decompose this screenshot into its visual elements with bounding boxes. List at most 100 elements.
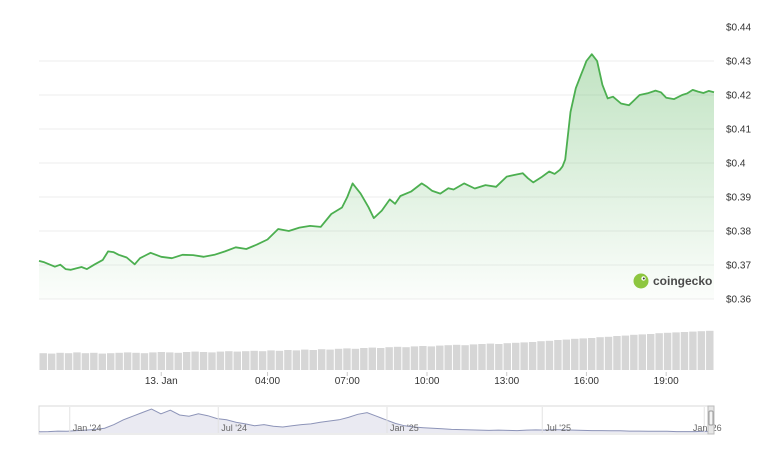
volume-bar <box>402 347 410 370</box>
volume-bar <box>39 353 47 370</box>
price-point <box>687 93 688 94</box>
price-point <box>395 203 396 204</box>
volume-bar <box>56 352 64 370</box>
price-point <box>246 248 247 249</box>
price-point <box>628 105 629 106</box>
volume-bar <box>478 344 486 370</box>
volume-bar <box>191 351 199 370</box>
price-point <box>533 182 534 183</box>
price-point <box>94 264 95 265</box>
navigator-label: Jan '26 <box>693 423 722 433</box>
y-tick-label: $0.37 <box>726 261 751 272</box>
price-point <box>145 255 146 256</box>
price-point <box>562 166 563 167</box>
price-point <box>581 74 582 75</box>
navigator-area <box>39 409 714 433</box>
volume-bar <box>81 353 90 370</box>
x-axis: 13. Jan 04:00 07:00 10:00 13:00 16:00 19:00 <box>145 372 679 387</box>
price-point <box>288 230 289 231</box>
volume-bar <box>166 352 174 370</box>
price-line[interactable] <box>38 53 715 271</box>
volume-bar <box>528 342 537 370</box>
price-point <box>113 252 114 253</box>
price-point <box>341 207 342 208</box>
price-point <box>474 188 475 189</box>
volume-bar <box>621 335 630 370</box>
price-point <box>591 54 592 55</box>
price-point <box>602 84 603 85</box>
price-point <box>583 67 584 68</box>
volume-bar <box>98 353 106 370</box>
watermark-text: coingecko <box>653 274 712 288</box>
volume-bar <box>562 339 571 370</box>
volume-bar <box>157 352 166 370</box>
volume-bar <box>663 332 672 370</box>
x-tick-label: 13. Jan <box>145 376 178 387</box>
price-point <box>682 94 683 95</box>
price-point <box>102 259 103 260</box>
price-point <box>256 244 257 245</box>
price-point <box>86 269 87 270</box>
price-point <box>235 247 236 248</box>
price-point <box>150 252 151 253</box>
volume-bar <box>680 332 689 370</box>
y-tick-label: $0.39 <box>726 193 751 204</box>
volume-bar <box>115 352 123 370</box>
range-navigator[interactable]: Jan '24 Jul '24 Jan '25 Jul '25 Jan '26 <box>38 405 722 435</box>
price-point <box>559 169 560 170</box>
volume-bar <box>225 351 233 370</box>
volume-bar <box>90 352 98 370</box>
price-point <box>674 99 675 100</box>
volume-bar <box>512 342 520 370</box>
price-point <box>440 193 441 194</box>
price-point <box>698 91 699 92</box>
volume-bar <box>537 341 545 370</box>
volume-bar <box>647 334 655 370</box>
volume-bar <box>250 350 258 370</box>
volume-bar <box>233 351 241 370</box>
price-point <box>203 256 204 257</box>
y-tick-label: $0.41 <box>726 125 751 136</box>
x-tick-label: 04:00 <box>255 376 280 387</box>
price-point <box>639 94 640 95</box>
price-point <box>134 264 135 265</box>
price-area <box>39 54 714 300</box>
price-point <box>81 266 82 267</box>
gecko-logo-icon <box>633 273 649 289</box>
volume-bar <box>579 338 587 370</box>
volume-bar <box>199 352 208 370</box>
volume-bars <box>39 330 714 370</box>
volume-bar <box>554 340 562 370</box>
price-point <box>612 96 613 97</box>
price-point <box>432 190 433 191</box>
volume-bar <box>436 345 444 370</box>
price-point <box>554 173 555 174</box>
volume-bar <box>587 338 596 370</box>
price-point <box>360 193 361 194</box>
volume-bar <box>123 352 132 370</box>
price-point <box>139 258 140 259</box>
price-point <box>400 195 401 196</box>
price-point <box>70 269 71 270</box>
price-point <box>161 256 162 257</box>
volume-bar <box>292 350 301 370</box>
volume-bar <box>309 350 317 370</box>
price-point <box>171 258 172 259</box>
volume-bar <box>107 353 115 370</box>
x-tick-label: 10:00 <box>414 376 439 387</box>
volume-bar <box>427 346 436 370</box>
price-point <box>38 260 39 261</box>
price-point <box>541 177 542 178</box>
x-tick-label: 13:00 <box>494 376 519 387</box>
volume-bar <box>242 351 250 370</box>
y-axis: $0.44 $0.43 $0.42 $0.41 $0.4 $0.39 $0.38 $0.37 $… <box>726 23 751 306</box>
price-point <box>44 262 45 263</box>
price-point <box>126 257 127 258</box>
navigator-labels: Jan '24 Jul '24 Jan '25 Jul '25 Jan '26 <box>69 407 722 433</box>
coingecko-watermark: coingecko <box>633 273 712 289</box>
volume-bar <box>613 336 621 370</box>
navigator-handle[interactable] <box>708 410 714 426</box>
volume-bar <box>174 352 182 370</box>
volume-bar <box>452 344 461 370</box>
